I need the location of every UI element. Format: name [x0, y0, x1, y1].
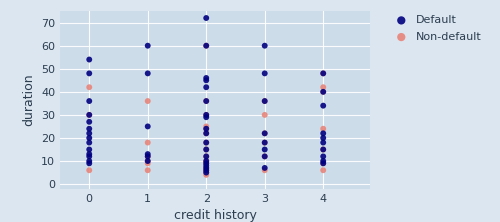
Non-default — [260, 141, 268, 144]
Default — [202, 79, 210, 82]
Non-default — [319, 148, 327, 151]
Non-default — [319, 168, 327, 172]
Default — [85, 120, 93, 124]
Non-default — [85, 113, 93, 117]
Default — [144, 125, 152, 128]
Default — [319, 132, 327, 135]
Non-default — [85, 168, 93, 172]
Non-default — [319, 85, 327, 89]
Legend: Default, Non-default: Default, Non-default — [388, 13, 484, 44]
Default — [202, 159, 210, 163]
Default — [202, 113, 210, 117]
Non-default — [202, 155, 210, 158]
Default — [260, 72, 268, 75]
Default — [260, 44, 268, 48]
Non-default — [202, 159, 210, 163]
Default — [319, 72, 327, 75]
Non-default — [260, 99, 268, 103]
Default — [319, 155, 327, 158]
Non-default — [319, 162, 327, 165]
Default — [85, 58, 93, 61]
Default — [144, 44, 152, 48]
Default — [144, 159, 152, 163]
Non-default — [319, 90, 327, 94]
Default — [202, 127, 210, 131]
Default — [260, 132, 268, 135]
Non-default — [202, 168, 210, 172]
Default — [319, 162, 327, 165]
Non-default — [260, 168, 268, 172]
Default — [202, 168, 210, 172]
Default — [85, 99, 93, 103]
Non-default — [202, 148, 210, 151]
Non-default — [319, 72, 327, 75]
Non-default — [144, 159, 152, 163]
Non-default — [260, 132, 268, 135]
Default — [85, 162, 93, 165]
Default — [260, 155, 268, 158]
Default — [319, 136, 327, 140]
Default — [144, 155, 152, 158]
Default — [144, 152, 152, 156]
Default — [85, 113, 93, 117]
Non-default — [144, 155, 152, 158]
Default — [85, 132, 93, 135]
Default — [202, 85, 210, 89]
Default — [319, 159, 327, 163]
Default — [202, 171, 210, 174]
X-axis label: credit history: credit history — [174, 209, 256, 222]
Default — [202, 148, 210, 151]
Non-default — [202, 132, 210, 135]
Non-default — [202, 166, 210, 170]
Default — [202, 141, 210, 144]
Non-default — [85, 85, 93, 89]
Default — [85, 152, 93, 156]
Default — [85, 159, 93, 163]
Default — [85, 155, 93, 158]
Default — [260, 141, 268, 144]
Default — [85, 136, 93, 140]
Non-default — [144, 162, 152, 165]
Default — [85, 148, 93, 151]
Non-default — [202, 113, 210, 117]
Default — [260, 99, 268, 103]
Default — [202, 162, 210, 165]
Default — [260, 166, 268, 170]
Default — [202, 155, 210, 158]
Default — [202, 99, 210, 103]
Default — [202, 44, 210, 48]
Non-default — [319, 127, 327, 131]
Non-default — [260, 155, 268, 158]
Non-default — [202, 141, 210, 144]
Default — [260, 148, 268, 151]
Default — [319, 148, 327, 151]
Non-default — [144, 99, 152, 103]
Non-default — [202, 99, 210, 103]
Default — [319, 90, 327, 94]
Default — [319, 141, 327, 144]
Default — [202, 115, 210, 119]
Non-default — [260, 113, 268, 117]
Non-default — [202, 171, 210, 174]
Default — [85, 141, 93, 144]
Default — [319, 104, 327, 107]
Non-default — [202, 127, 210, 131]
Default — [202, 16, 210, 20]
Default — [144, 72, 152, 75]
Default — [202, 164, 210, 167]
Non-default — [144, 141, 152, 144]
Y-axis label: duration: duration — [22, 73, 36, 126]
Default — [202, 166, 210, 170]
Default — [202, 132, 210, 135]
Non-default — [202, 162, 210, 165]
Non-default — [202, 173, 210, 177]
Default — [202, 76, 210, 80]
Default — [85, 127, 93, 131]
Default — [85, 72, 93, 75]
Non-default — [202, 44, 210, 48]
Non-default — [144, 168, 152, 172]
Non-default — [202, 125, 210, 128]
